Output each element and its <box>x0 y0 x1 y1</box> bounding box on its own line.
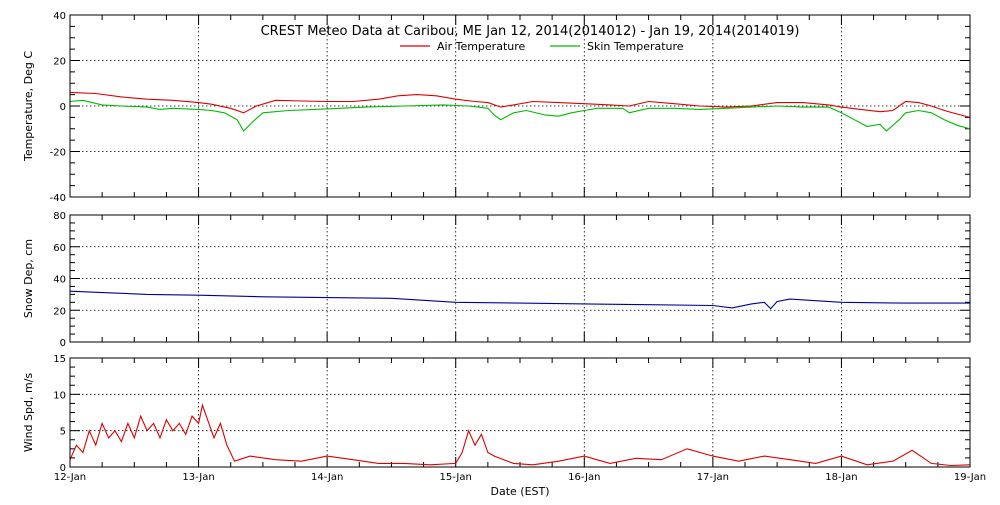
wind-y-axis-label: Wind Spd, m/s <box>22 373 35 453</box>
x-tick-label: 16-Jan <box>568 472 600 483</box>
temperature-plot-frame <box>69 14 971 198</box>
legend-label-1: Skin Temperature <box>587 40 684 53</box>
snow-ytick-label: 60 <box>53 243 66 254</box>
snow-ytick-label: 40 <box>53 275 66 286</box>
wind-ytick-label: 0 <box>60 463 66 474</box>
temperature-ytick-label: 0 <box>60 102 66 113</box>
legend-label-0: Air Temperature <box>437 40 526 53</box>
temperature-y-axis-label: Temperature, Deg C <box>22 51 35 162</box>
temperature-ytick-label: -40 <box>50 193 66 204</box>
wind-ytick-label: 15 <box>53 354 66 365</box>
x-tick-label: 12-Jan <box>54 472 86 483</box>
wind-plot-frame <box>69 357 971 468</box>
x-tick-label: 13-Jan <box>182 472 214 483</box>
x-tick-label: 19-Jan <box>954 472 986 483</box>
snow-plot-frame <box>69 214 971 343</box>
snow-ytick-label: 20 <box>53 306 66 317</box>
snow-series-line-0 <box>69 290 970 310</box>
temperature-series-line-0 <box>69 91 971 118</box>
chart-title: CREST Meteo Data at Caribou, ME Jan 12, … <box>261 24 800 39</box>
temperature-ytick-label: -20 <box>50 148 66 159</box>
temperature-series-line-1 <box>69 99 971 132</box>
wind-ytick-label: 5 <box>60 427 66 438</box>
x-tick-label: 14-Jan <box>311 472 343 483</box>
snow-y-axis-label: Snow Dep, cm <box>22 239 35 318</box>
snow-ytick-label: 0 <box>60 338 66 349</box>
wind-series-line-0 <box>69 403 971 467</box>
x-tick-label: 17-Jan <box>697 472 729 483</box>
x-tick-label: 18-Jan <box>825 472 857 483</box>
x-tick-label: 15-Jan <box>440 472 472 483</box>
temperature-ytick-label: 40 <box>53 11 66 22</box>
wind-ytick-label: 10 <box>53 390 66 401</box>
temperature-ytick-label: 20 <box>53 57 66 68</box>
x-axis-label: Date (EST) <box>490 485 549 498</box>
snow-ytick-label: 80 <box>53 211 66 222</box>
